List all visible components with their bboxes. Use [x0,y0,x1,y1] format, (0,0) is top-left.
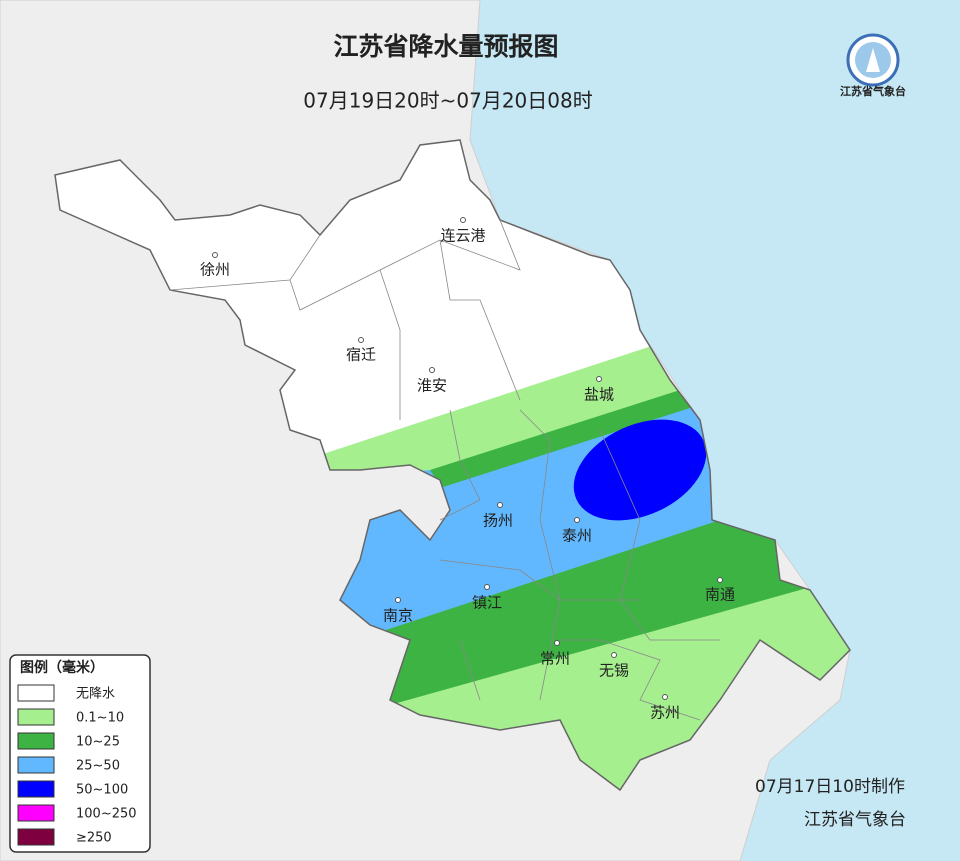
city-label: 镇江 [472,594,502,612]
legend-swatch [17,828,55,846]
legend: 图例（毫米） 无降水 0.1~10 10~25 25~50 50~100 100~250 ≥… [9,654,151,853]
city-label: 宿迁 [346,346,376,364]
legend-swatch [17,804,55,822]
city-label: 常州 [540,650,570,668]
legend-label: 100~250 [76,807,137,822]
city-label: 连云港 [440,227,485,245]
city-label: 盐城 [584,386,614,404]
legend-swatch [17,780,55,798]
city-label: 扬州 [483,512,513,530]
legend-swatch [17,684,55,702]
city-label: 泰州 [562,527,592,545]
logo-text: 江苏省气象台 [840,84,906,98]
city-borders [169,219,720,721]
legend-title: 图例（毫米） [20,659,104,676]
legend-label: 0.1~10 [76,711,124,726]
issuer: 江苏省气象台 [804,810,906,830]
city-label: 南通 [705,586,735,604]
city-label: 无锡 [599,662,629,680]
city-label: 南京 [383,607,413,625]
city-label: 淮安 [417,377,447,395]
subtitle: 07月19日20时~07月20日08时 [303,89,592,113]
legend-label: 10~25 [76,735,120,750]
city-dots [212,217,723,700]
legend-label: ≥250 [76,831,112,846]
legend-swatch [17,708,55,726]
city-label: 苏州 [650,704,680,722]
city-label: 徐州 [200,261,230,279]
legend-label: 25~50 [76,759,120,774]
title: 江苏省降水量预报图 [333,32,558,61]
issued-time: 07月17日10时制作 [755,777,905,797]
legend-swatch [17,732,55,750]
legend-swatch [17,756,55,774]
logo: 江苏省气象台 [840,33,906,98]
legend-label: 无降水 [76,687,115,702]
legend-label: 50~100 [76,783,128,798]
